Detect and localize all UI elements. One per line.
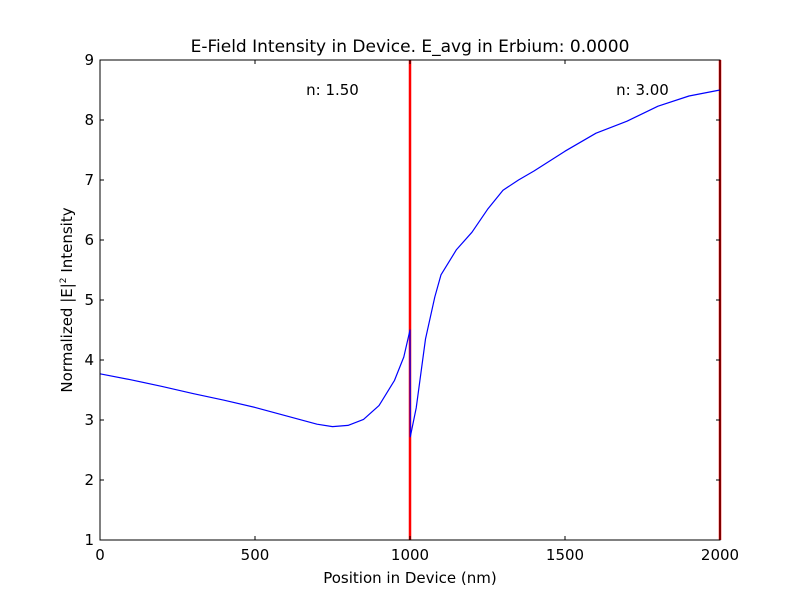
y-tick-label: 6: [84, 231, 94, 249]
annotation-label-2: n: 3.00: [616, 81, 669, 99]
x-axis-label: Position in Device (nm): [323, 569, 497, 587]
y-tick-label: 5: [84, 291, 94, 309]
annotation-layer: n: 1.50 n: 3.00: [306, 81, 669, 99]
y-tick-label: 9: [84, 51, 94, 69]
y-axis-label-prefix: Normalized |E|: [58, 283, 76, 392]
y-tick-label: 3: [84, 411, 94, 429]
y-axis-label-superscript: 2: [59, 277, 69, 283]
chart-title: E-Field Intensity in Device. E_avg in Er…: [191, 37, 630, 57]
x-tick-label: 1000: [391, 546, 429, 564]
x-tick-label: 2000: [701, 546, 739, 564]
y-tick-label: 4: [84, 351, 94, 369]
tick-layer: 0 500 1000 1500 2000 1 2 3 4 5 6 7 8 9: [84, 51, 739, 564]
x-tick-label: 1500: [546, 546, 584, 564]
y-tick-label: 1: [84, 531, 94, 549]
series-line-1: [99, 89, 721, 438]
annotation-label-1: n: 1.50: [306, 81, 359, 99]
y-tick-label: 8: [84, 111, 94, 129]
y-tick-label: 7: [84, 171, 94, 189]
x-tick-label: 500: [241, 546, 270, 564]
series-layer: [99, 89, 721, 438]
x-tick-label: 0: [95, 546, 105, 564]
y-tick-label: 2: [84, 471, 94, 489]
y-axis-label: Normalized |E|2 Intensity: [58, 207, 76, 392]
y-axis-label-suffix: Intensity: [58, 207, 76, 277]
